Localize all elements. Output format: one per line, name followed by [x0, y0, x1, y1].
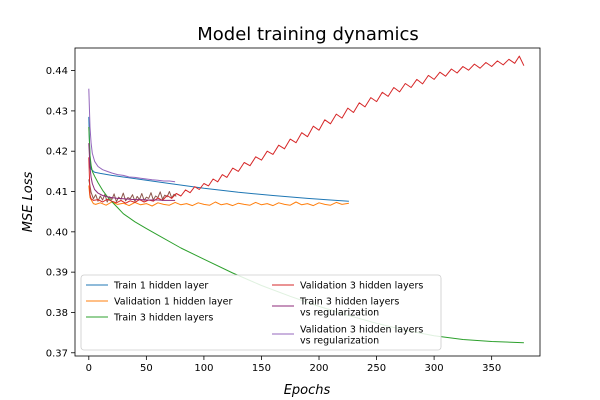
series-line-0 — [88, 116, 349, 202]
plot-frame — [74, 47, 541, 357]
series-line-5 — [88, 88, 176, 183]
series-line-3 — [88, 55, 525, 204]
x-tick-label: 250 — [367, 363, 386, 374]
x-tick-label: 100 — [194, 363, 213, 374]
x-axis-label: Epochs — [284, 383, 331, 398]
y-tick-label: 0.40 — [46, 227, 68, 238]
y-tick-label: 0.38 — [46, 308, 68, 319]
x-tick-label: 300 — [425, 363, 444, 374]
y-tick-label: 0.41 — [46, 187, 68, 198]
x-tick-label: 0 — [86, 363, 92, 374]
legend-box — [80, 274, 442, 351]
y-tick-label: 0.39 — [46, 268, 68, 279]
legend-label-4: Train 3 hidden layers vs regularization — [299, 297, 399, 319]
y-tick-label: 0.44 — [46, 66, 68, 77]
x-tick-label: 50 — [140, 363, 153, 374]
x-tick-label: 200 — [309, 363, 328, 374]
y-tick-label: 0.37 — [46, 348, 68, 359]
legend-label-0: Train 1 hidden layer — [113, 281, 208, 292]
legend-label-2: Train 3 hidden layers — [113, 313, 213, 324]
y-tick-label: 0.42 — [46, 147, 68, 158]
legend-label-1: Validation 1 hidden layer — [114, 297, 233, 308]
chart-title: Model training dynamics — [197, 24, 419, 45]
y-tick-label: 0.43 — [46, 106, 68, 117]
legend-label-5: Validation 3 hidden layers vs regularizat… — [300, 325, 423, 347]
x-tick-label: 350 — [482, 363, 501, 374]
series-line-1 — [88, 185, 349, 207]
y-axis-label: MSE Loss — [21, 171, 36, 232]
x-tick-label: 150 — [252, 363, 271, 374]
legend-label-3: Validation 3 hidden layers — [300, 281, 423, 292]
extra-series-line-0 — [88, 179, 177, 203]
axis-ticks: 0 50 100 150 200 250 300 350 0.37 0.38 0.39 0.40 0.4… — [46, 66, 501, 374]
series-line-4 — [88, 143, 176, 201]
legend: Train 1 hidden layer Validation 1 hidden … — [80, 274, 442, 351]
